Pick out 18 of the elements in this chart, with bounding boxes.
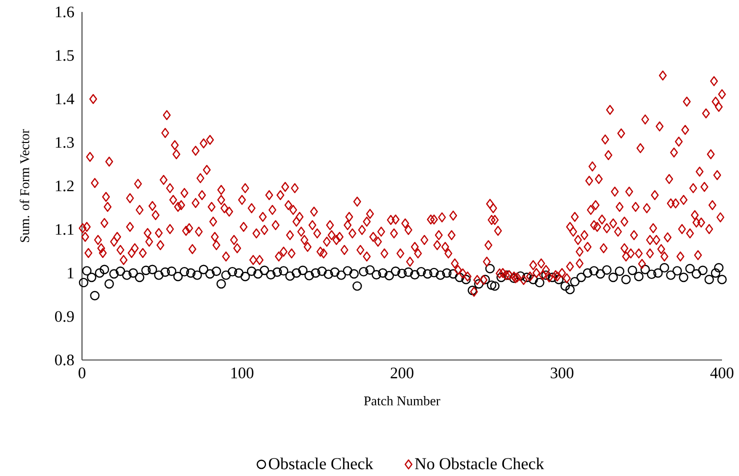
y-tick-label: 0.8 xyxy=(55,354,74,366)
y-tick-label: 0.9 xyxy=(55,311,74,322)
x-tick-label: 400 xyxy=(710,368,734,378)
y-tick-label: 1.2 xyxy=(56,180,74,192)
y-tick-label: 1.6 xyxy=(56,6,74,18)
legend-label: No Obstacle Check xyxy=(414,458,544,470)
legend-label: Obstacle Check xyxy=(268,458,374,470)
x-tick-label: 300 xyxy=(550,368,574,378)
y-tick-label: 1.3 xyxy=(56,137,74,148)
y-axis-title: Sum. of Form Vector xyxy=(20,129,30,242)
x-tick-label: 100 xyxy=(231,368,254,378)
y-tick-label: 1.5 xyxy=(56,50,74,61)
y-tick-label: 1.4 xyxy=(56,94,74,104)
x-tick-label: 0 xyxy=(78,368,86,378)
y-tick-label: 1 xyxy=(68,268,74,278)
y-tick-label: 1.1 xyxy=(56,224,74,235)
x-axis-title: Patch Number xyxy=(364,396,440,406)
x-tick-label: 200 xyxy=(390,368,414,378)
